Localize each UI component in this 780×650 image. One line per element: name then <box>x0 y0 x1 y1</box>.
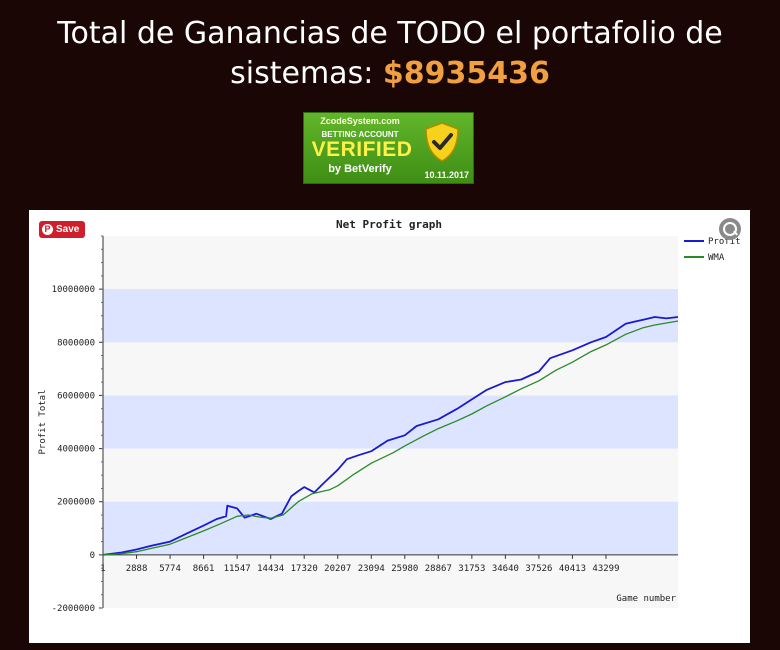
x-tick-label: 14434 <box>257 564 284 574</box>
y-tick-label: 8000000 <box>57 338 95 348</box>
x-tick-label: 34640 <box>492 564 519 574</box>
net-profit-chart: -2000000 0 2000000 4000000 6000000 8000000 100… <box>29 210 750 643</box>
x-tick-label: 11547 <box>224 564 251 574</box>
y-tick-label: 4000000 <box>57 445 95 455</box>
pinterest-save-button[interactable]: P Save <box>39 221 86 238</box>
x-tick-label: 31753 <box>458 564 485 574</box>
badge-site: ZcodeSystem.com <box>320 116 400 126</box>
legend-label-wma: WMA <box>708 253 725 263</box>
headline-prefix: sistemas: <box>230 56 383 91</box>
zoom-icon[interactable] <box>719 218 741 240</box>
badge-account: BETTING ACCOUNT <box>321 130 399 139</box>
y-tick-label: 2000000 <box>57 498 95 508</box>
y-axis-label: Profit Total <box>38 389 48 454</box>
badge-date: 10.11.2017 <box>424 170 469 180</box>
x-tick-label: 28867 <box>425 564 452 574</box>
series-line-profit <box>102 316 679 556</box>
x-tick-label: 25980 <box>391 564 418 574</box>
chart-svg: -2000000 0 2000000 4000000 6000000 8000000 100… <box>38 218 741 614</box>
x-tick-label: 17320 <box>291 564 318 574</box>
betverify-badge[interactable]: ZcodeSystem.com BETTING ACCOUNT VERIFIED… <box>303 112 474 184</box>
badge-verified: VERIFIED <box>311 138 413 161</box>
x-tick-label: 40413 <box>559 564 586 574</box>
series-line-wma <box>102 320 679 556</box>
x-tick-label: 20207 <box>324 564 351 574</box>
shield-check-icon <box>425 122 459 162</box>
grid-band <box>103 289 678 343</box>
x-tick-label: 8661 <box>193 564 215 574</box>
x-tick-label: 43299 <box>592 564 619 574</box>
x-axis-label: Game number <box>616 594 676 604</box>
badge-by: by BetVerify <box>328 163 392 175</box>
y-tick-label: 10000000 <box>52 285 95 295</box>
save-label: Save <box>56 224 80 235</box>
legend-label-profit: Profit <box>708 237 741 247</box>
x-tick-label: 2888 <box>126 564 148 574</box>
chart-title: Net Profit graph <box>336 218 442 231</box>
total-amount: $8935436 <box>382 56 550 91</box>
y-tick-label: 6000000 <box>57 391 95 401</box>
pinterest-icon: P <box>42 224 53 235</box>
y-tick-label: 0 <box>90 551 95 561</box>
grid-band <box>103 501 678 555</box>
x-tick-label: 1 <box>100 564 105 574</box>
x-tick-label: 23094 <box>358 564 385 574</box>
y-tick-label: -2000000 <box>52 604 95 614</box>
page-headline: Total de Ganancias de TODO el portafolio… <box>0 14 780 94</box>
headline-line1: Total de Ganancias de TODO el portafolio… <box>57 16 723 51</box>
headline-line2: sistemas: $8935436 <box>0 54 780 94</box>
x-tick-label: 37526 <box>525 564 552 574</box>
x-tick-label: 5774 <box>159 564 181 574</box>
